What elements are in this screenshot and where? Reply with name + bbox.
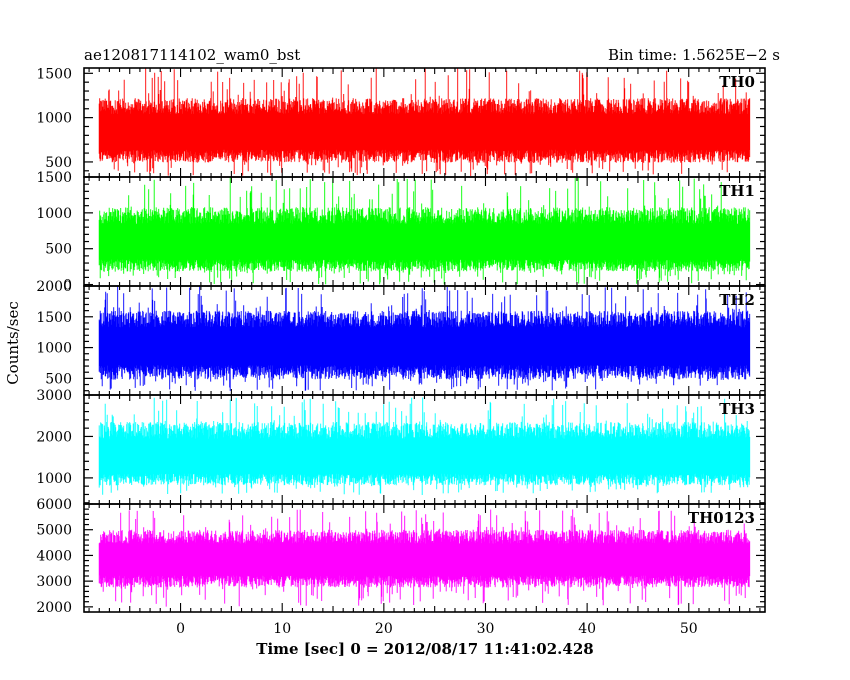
y-tick-label-th2: 500 — [45, 371, 72, 387]
y-tick-label-th0123: 5000 — [36, 523, 72, 539]
y-tick-label-th1: 500 — [45, 242, 72, 258]
x-tick-label: 50 — [680, 621, 698, 637]
y-tick-label-th0: 1000 — [36, 111, 72, 127]
y-tick-label-th1: 0 — [63, 278, 72, 294]
y-tick-label-th0123: 2000 — [36, 600, 72, 616]
series-th1-line — [98, 177, 751, 285]
y-tick-label-th3: 2000 — [36, 429, 72, 445]
series-th0-line — [98, 68, 751, 176]
chart-title: ae120817114102_wam0_bst — [84, 46, 300, 64]
x-tick-label: 10 — [273, 621, 291, 637]
y-axis-label: Counts/sec — [4, 301, 22, 385]
y-tick-label-th3: 1000 — [36, 471, 72, 487]
y-tick-label-th2: 2000 — [36, 279, 72, 295]
y-tick-label-th3: 3000 — [36, 388, 72, 404]
series-th0123-line — [98, 509, 751, 607]
y-tick-label-th1: 1000 — [36, 206, 72, 222]
panel-th0123 — [98, 509, 751, 607]
y-tick-label-th0: 1500 — [36, 66, 72, 82]
series-label-th1: TH1 — [719, 182, 755, 200]
chart-frame: 500 1000 1500 TH0 0 500 1000 1500 TH1 500 1000 1500… — [36, 66, 766, 616]
bin-time-label: Bin time: 1.5625E−2 s — [608, 46, 780, 64]
series-label-th0123: TH0123 — [688, 509, 755, 527]
series-label-th3: TH3 — [719, 400, 755, 418]
y-tick-label-th1: 1500 — [36, 170, 72, 186]
series-label-th0: TH0 — [719, 73, 755, 91]
x-axis: 0 10 20 30 40 50 — [176, 621, 698, 637]
x-axis-label: Time [sec] 0 = 2012/08/17 11:41:02.428 — [256, 640, 593, 658]
panel-th1 — [98, 177, 751, 285]
panel-th3 — [98, 397, 751, 495]
series-label-th2: TH2 — [719, 291, 755, 309]
y-tick-label-th2: 1500 — [36, 310, 72, 326]
x-tick-label: 40 — [578, 621, 596, 637]
y-tick-label-th0123: 6000 — [36, 497, 72, 513]
x-tick-label: 0 — [176, 621, 185, 637]
y-tick-label-th0123: 3000 — [36, 574, 72, 590]
y-tick-label-th2: 1000 — [36, 341, 72, 357]
series-th3-line — [98, 397, 751, 495]
y-tick-label-th0123: 4000 — [36, 548, 72, 564]
series-th2-line — [98, 286, 751, 391]
y-tick-label-th0: 500 — [45, 155, 72, 171]
x-tick-label: 30 — [477, 621, 495, 637]
panel-th0 — [98, 68, 751, 176]
panel-th2 — [98, 286, 751, 391]
chart-panels — [98, 68, 751, 607]
x-tick-label: 20 — [375, 621, 393, 637]
